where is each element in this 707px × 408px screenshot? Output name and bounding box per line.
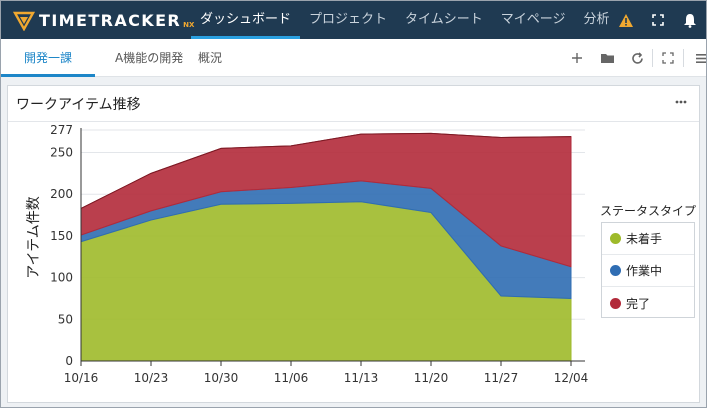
tab-dev-section-1[interactable]: 開発一課	[1, 39, 95, 77]
x-tick-label: 10/30	[204, 371, 239, 385]
tab-feature-a-dev[interactable]: A機能の開発	[115, 51, 184, 65]
legend-item-done[interactable]: 完了	[602, 287, 694, 319]
legend-swatch	[610, 297, 621, 309]
y-tick-label: 250	[50, 146, 73, 160]
logo-text: TIMETRACKER	[39, 10, 182, 30]
logo-suffix: NX	[183, 20, 195, 29]
tab-toolbar	[562, 39, 706, 77]
nav-analysis[interactable]: 分析	[583, 12, 610, 27]
x-tick-label: 10/16	[64, 371, 99, 385]
legend: 未着手 作業中 完了	[601, 222, 695, 318]
x-tick-label: 11/06	[274, 371, 309, 385]
x-tick-label: 11/13	[344, 371, 379, 385]
stacked-area-chart: 0 50 100 150 200 250 277 10/16 10/23 10/30 11/06 11…	[26, 123, 589, 385]
more-icon[interactable]	[671, 92, 691, 112]
legend-label: 未着手	[626, 232, 663, 246]
nav-dashboard[interactable]: ダッシュボード	[191, 1, 301, 39]
total-line	[80, 132, 572, 209]
legend-label: 完了	[626, 296, 651, 311]
panel-header: ワークアイテム推移	[8, 86, 699, 122]
legend-title: ステータスタイプ	[600, 204, 697, 218]
fullscreen-icon[interactable]	[642, 1, 674, 39]
expand-icon[interactable]	[653, 39, 683, 77]
tab-bar: 開発一課 A機能の開発 概況	[1, 39, 706, 77]
top-navigation-bar: TIMETRACKER NX ダッシュボード プロジェクト タイムシート マイペ…	[1, 1, 706, 39]
main-nav: ダッシュボード プロジェクト タイムシート マイページ 分析	[191, 1, 619, 39]
work-item-trend-panel: ワークアイテム推移 0 50 100 150 200 250 277 10/16 10/23 10…	[7, 85, 700, 403]
y-tick-label: 150	[50, 229, 73, 243]
y-tick-label: 0	[65, 354, 73, 368]
y-tick-label: 200	[50, 187, 73, 201]
bell-icon[interactable]	[674, 1, 706, 39]
panel-title: ワークアイテム推移	[16, 97, 141, 113]
add-icon[interactable]	[562, 39, 592, 77]
legend-swatch	[610, 265, 621, 276]
folder-icon[interactable]	[592, 39, 622, 77]
toolbar-divider	[652, 49, 653, 67]
x-tick-label: 11/20	[414, 371, 449, 385]
y-tick-label: 50	[58, 312, 73, 326]
top-icons	[610, 1, 706, 39]
nav-projects[interactable]: プロジェクト	[309, 12, 388, 27]
legend-item-not-started[interactable]: 未着手	[602, 223, 694, 255]
y-tick-label: 277	[50, 123, 73, 137]
warning-icon[interactable]	[610, 1, 642, 39]
x-tick-label: 11/27	[484, 371, 519, 385]
refresh-icon[interactable]	[622, 39, 652, 77]
legend-item-in-progress[interactable]: 作業中	[602, 255, 694, 287]
app-logo[interactable]: TIMETRACKER NX	[13, 9, 194, 31]
x-tick-label: 12/04	[554, 371, 589, 385]
legend-swatch	[610, 233, 621, 244]
list-icon[interactable]	[684, 39, 706, 77]
legend-label: 作業中	[626, 264, 663, 278]
toolbar-divider	[683, 49, 684, 67]
y-axis-label: アイテム件数	[26, 196, 42, 279]
tab-overview[interactable]: 概況	[198, 51, 223, 65]
x-tick-label: 10/23	[134, 371, 169, 385]
nav-timesheet[interactable]: タイムシート	[405, 12, 483, 27]
y-tick-label: 100	[50, 271, 73, 285]
nav-mypage[interactable]: マイページ	[500, 12, 566, 27]
logo-icon	[13, 11, 35, 31]
